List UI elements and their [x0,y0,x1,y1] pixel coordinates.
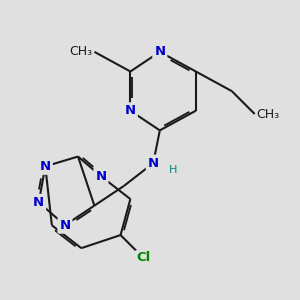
Text: Cl: Cl [136,251,151,265]
Text: N: N [40,160,51,173]
Text: CH₃: CH₃ [256,107,280,121]
Text: H: H [169,165,177,175]
Text: N: N [95,170,106,183]
Text: N: N [33,196,44,209]
Text: N: N [154,45,165,58]
Text: N: N [148,157,159,169]
Text: N: N [59,219,70,232]
Text: N: N [125,104,136,117]
Text: CH₃: CH₃ [70,45,93,58]
